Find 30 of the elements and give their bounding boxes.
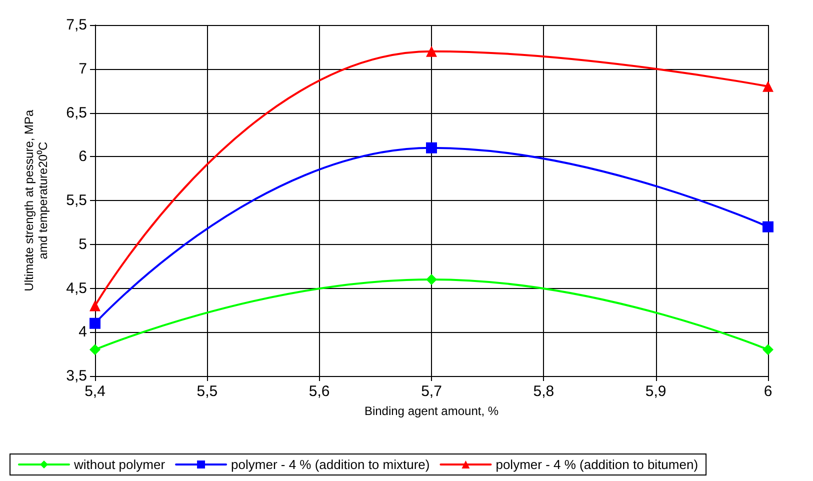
x-tick-label: 5,5 (196, 383, 218, 400)
x-tick-label: 5,8 (533, 383, 554, 400)
y-tick-label: 7,5 (66, 16, 87, 34)
y-tick-label: 3,5 (66, 368, 87, 384)
y-tick-label: 5 (78, 236, 87, 253)
point (426, 142, 437, 154)
y-tick-label: 6,5 (66, 104, 87, 122)
point (762, 344, 774, 356)
point (762, 80, 774, 92)
point (90, 300, 100, 312)
x-tick-label: 5,7 (421, 383, 442, 400)
y-axis-title: Ultimate strength at pessure, MPa amd temperature20⁰C (22, 109, 50, 292)
y-tick-label: 4,5 (66, 280, 87, 297)
point (90, 318, 100, 329)
x-axis-title: Binding agent amount, % (364, 404, 499, 418)
point (426, 274, 437, 285)
x-tick-label: 5,6 (308, 383, 330, 400)
y-tick-label: 5,5 (66, 192, 87, 209)
legend-label: polymer - 4 % (addition to bitumen) (496, 457, 698, 472)
y-tick-label: 4 (78, 324, 87, 341)
x-tick-label: 5,9 (645, 383, 666, 400)
point (762, 221, 774, 232)
y-tick-label: 7 (78, 60, 87, 78)
x-tick-label: 6 (764, 383, 772, 400)
point (90, 344, 100, 356)
legend-label: without polymer (73, 457, 166, 472)
legend-label: polymer - 4 % (addition to mixture) (231, 457, 430, 472)
point (426, 46, 437, 57)
x-tick-label: 5,4 (84, 383, 106, 400)
y-tick-label: 6 (78, 148, 87, 166)
